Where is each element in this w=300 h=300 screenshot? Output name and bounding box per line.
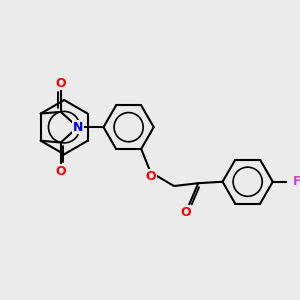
Text: O: O <box>146 169 157 182</box>
Text: O: O <box>56 77 66 90</box>
Text: F: F <box>293 175 300 188</box>
Text: O: O <box>180 206 191 219</box>
Text: N: N <box>73 121 83 134</box>
Text: O: O <box>56 165 66 178</box>
